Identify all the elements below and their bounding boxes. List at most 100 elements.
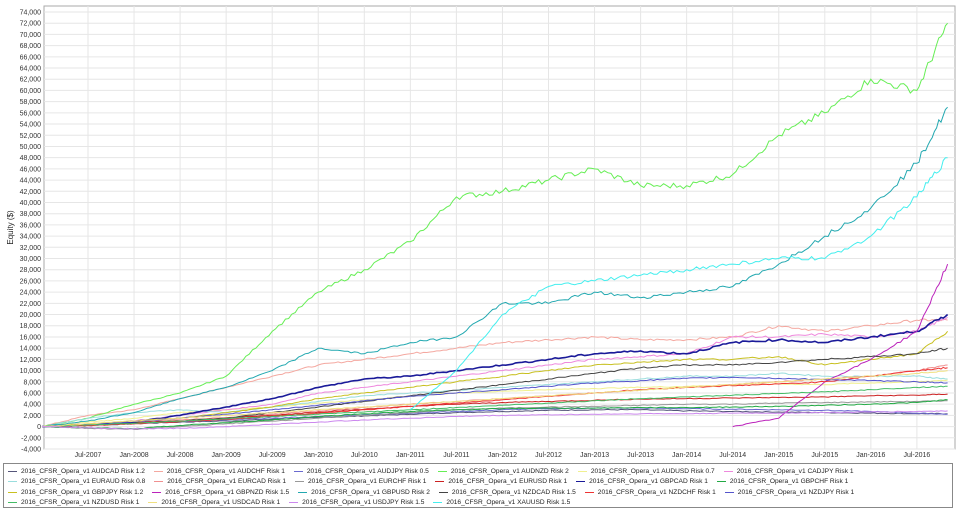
series-line [41,316,948,428]
legend-swatch [8,502,17,504]
legend-item: 2016_CFSR_Opera_v1 EURUSD Risk 1 [435,477,567,488]
legend-swatch [584,491,594,493]
legend-item: 2016_CFSR_Opera_v1 AUDNZD Risk 2 [437,466,569,477]
legend-item: 2016_CFSR_Opera_v1 GBPJPY Risk 1.2 [8,487,143,498]
y-tick-label: 40,000 [20,200,42,207]
y-tick-label: 52,000 [20,133,42,140]
legend-swatch [724,491,734,493]
y-tick-label: 26,000 [20,278,42,285]
legend-swatch [8,481,17,483]
legend-label: 2016_CFSR_Opera_v1 EURAUD Risk 0.8 [21,478,146,486]
legend-label: 2016_CFSR_Opera_v1 CADJPY Risk 1 [736,467,854,475]
legend-swatch [154,481,164,483]
legend-item: 2016_CFSR_Opera_v1 NZDCAD Risk 1.5 [438,487,576,498]
x-tick-label: Jul-2014 [719,452,746,459]
legend-item: 2016_CFSR_Opera_v1 XAUUSD Risk 1.5 [433,498,570,509]
y-tick-label: 48,000 [20,155,42,162]
series-line [41,370,948,428]
legend-item: 2016_CFSR_Opera_v1 AUDUSD Risk 0.7 [577,466,715,477]
legend-label: 2016_CFSR_Opera_v1 USDJPY Risk 1.5 [302,499,425,507]
series-line [409,157,948,411]
legend-swatch [577,470,587,472]
legend-item: 2016_CFSR_Opera_v1 AUDCAD Risk 1.2 [8,466,145,477]
legend-swatch [8,491,17,493]
y-tick-label: 34,000 [20,234,42,241]
x-tick-label: Jul-2007 [75,452,102,459]
legend-label: 2016_CFSR_Opera_v1 EURCAD Risk 1 [167,478,286,486]
legend-swatch [148,502,158,504]
series-line [41,106,948,428]
y-tick-label: 4,000 [23,402,41,409]
legend-swatch [435,481,445,483]
legend-swatch [716,481,726,483]
legend-item: 2016_CFSR_Opera_v1 GBPUSD Risk 2 [298,487,430,498]
x-tick-label: Jan-2009 [212,452,241,459]
series-line [41,385,948,428]
legend-label: 2016_CFSR_Opera_v1 EURCHF Risk 1 [308,478,427,486]
series-line [41,22,948,428]
y-tick-label: 24,000 [20,290,42,297]
x-tick-label: Jan-2015 [764,452,793,459]
legend-item: 2016_CFSR_Opera_v1 NZDUSD Risk 1 [8,498,139,509]
series-line [41,400,948,431]
y-axis-label: Equity ($) [6,210,15,245]
series-line [732,263,949,428]
legend-swatch [437,470,447,472]
legend-swatch [433,502,443,504]
series-line [42,410,948,430]
legend-item: 2016_CFSR_Opera_v1 AUDJPY Risk 0.5 [293,466,429,477]
y-tick-label: 70,000 [20,32,42,39]
y-tick-label: 0 [37,424,41,431]
y-tick-label: 16,000 [20,334,42,341]
legend-item: 2016_CFSR_Opera_v1 GBPCAD Risk 1 [576,477,708,488]
legend-item: 2016_CFSR_Opera_v1 GBPNZD Risk 1.5 [152,487,289,498]
legend-item: 2016_CFSR_Opera_v1 USDCAD Risk 1 [148,498,280,509]
series-line [41,399,948,430]
y-tick-label: 66,000 [20,54,42,61]
y-tick-label: 54,000 [20,122,42,129]
legend-swatch [152,491,162,493]
legend-label: 2016_CFSR_Opera_v1 NZDUSD Risk 1 [21,499,140,507]
x-tick-label: Jul-2013 [627,452,654,459]
x-tick-label: Jan-2011 [396,452,425,459]
legend-swatch [8,470,17,472]
legend-swatch [576,481,586,483]
legend-label: 2016_CFSR_Opera_v1 XAUUSD Risk 1.5 [446,499,571,507]
legend-item: 2016_CFSR_Opera_v1 GBPCHF Risk 1 [716,477,849,488]
x-tick-label: Jul-2009 [259,452,286,459]
y-tick-label: 38,000 [20,211,42,218]
y-tick-label: 28,000 [20,267,42,274]
x-tick-label: Jan-2008 [119,452,148,459]
legend-swatch [293,470,303,472]
series-line [41,330,948,428]
x-tick-label: Jan-2010 [304,452,333,459]
legend-item: 2016_CFSR_Opera_v1 USDJPY Risk 1.5 [289,498,424,509]
legend-item: 2016_CFSR_Opera_v1 NZDJPY Risk 1 [724,487,855,498]
legend-item: 2016_CFSR_Opera_v1 EURCAD Risk 1 [154,477,286,488]
legend-item: 2016_CFSR_Opera_v1 AUDCHF Risk 1 [153,466,285,477]
y-tick-label: 58,000 [20,99,42,106]
y-tick-label: 14,000 [20,346,42,353]
y-tick-label: 62,000 [20,77,42,84]
y-tick-label: 42,000 [20,189,42,196]
y-tick-label: 50,000 [20,144,42,151]
legend-label: 2016_CFSR_Opera_v1 AUDCHF Risk 1 [166,467,285,475]
y-tick-label: 64,000 [20,66,42,73]
y-tick-label: -2,000 [21,435,41,442]
series-line [41,372,948,428]
x-tick-label: Jul-2008 [167,452,194,459]
y-tick-label: 18,000 [20,323,42,330]
x-tick-label: Jan-2014 [672,452,701,459]
y-tick-label: 36,000 [20,222,42,229]
legend-swatch [723,470,733,472]
legend-label: 2016_CFSR_Opera_v1 GBPNZD Risk 1.5 [165,488,290,496]
legend-label: 2016_CFSR_Opera_v1 EURUSD Risk 1 [448,478,568,486]
legend-label: 2016_CFSR_Opera_v1 GBPCHF Risk 1 [729,478,849,486]
legend-swatch [295,481,304,483]
legend-label: 2016_CFSR_Opera_v1 AUDJPY Risk 0.5 [306,467,429,475]
y-tick-label: 12,000 [20,357,42,364]
legend-label: 2016_CFSR_Opera_v1 NZDJPY Risk 1 [737,488,855,496]
y-tick-label: 2,000 [23,413,41,420]
x-tick-label: Jan-2013 [580,452,609,459]
legend-label: 2016_CFSR_Opera_v1 GBPUSD Risk 2 [311,488,430,496]
